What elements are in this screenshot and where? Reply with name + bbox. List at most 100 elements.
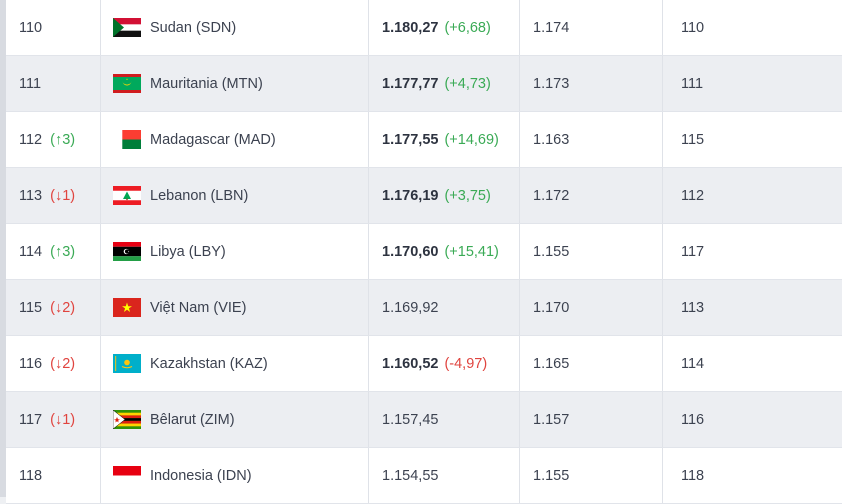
previous-points: 1.155 bbox=[533, 243, 570, 260]
points-delta: (+4,73) bbox=[444, 75, 491, 92]
left-edge bbox=[0, 0, 6, 497]
team-name[interactable]: Kazakhstan (KAZ) bbox=[150, 355, 268, 372]
team-cell[interactable]: Kazakhstan (KAZ) bbox=[101, 336, 368, 391]
previous-rank: 115 bbox=[681, 131, 705, 148]
team-name[interactable]: Indonesia (IDN) bbox=[150, 467, 252, 484]
previous-points: 1.157 bbox=[533, 411, 570, 428]
previous-rank: 118 bbox=[681, 467, 705, 484]
rank-change: (↓1) bbox=[50, 187, 76, 204]
table-row[interactable]: 114 (↑3) Libya (LBY) 1.170,60 (+15,41) 1.1… bbox=[6, 224, 842, 280]
column-divider bbox=[519, 0, 520, 55]
previous-rank: 113 bbox=[681, 299, 705, 316]
previous-rank: 116 bbox=[681, 411, 705, 428]
column-divider bbox=[519, 280, 520, 335]
points-value: 1.160,52 bbox=[382, 355, 439, 372]
column-divider bbox=[519, 112, 520, 167]
rank-cell: 110 bbox=[6, 0, 100, 55]
team-name[interactable]: Lebanon (LBN) bbox=[150, 187, 249, 204]
column-divider bbox=[100, 112, 101, 167]
team-cell[interactable]: Madagascar (MAD) bbox=[101, 112, 368, 167]
table-row[interactable]: 116 (↓2) Kazakhstan (KAZ) 1.160,52 (-4,97)… bbox=[6, 336, 842, 392]
zimbabwe-flag-icon bbox=[113, 410, 150, 429]
table-row[interactable]: 113 (↓1) Lebanon (LBN) 1.176,19 (+3,75) 1.… bbox=[6, 168, 842, 224]
column-divider bbox=[100, 168, 101, 223]
column-divider bbox=[368, 112, 369, 167]
sudan-flag-icon bbox=[113, 18, 150, 37]
column-divider bbox=[662, 224, 663, 279]
table-row[interactable]: 110 Sudan (SDN) 1.180,27 (+6,68) 1.174 11… bbox=[6, 0, 842, 56]
rank-cell: 112 (↑3) bbox=[6, 112, 100, 167]
points-cell: 1.160,52 (-4,97) bbox=[369, 336, 519, 391]
column-divider bbox=[662, 168, 663, 223]
table-row[interactable]: 118 Indonesia (IDN) 1.154,55 1.155 118 bbox=[6, 448, 842, 504]
rank-change: (↓2) bbox=[50, 299, 76, 316]
rank-number: 117 bbox=[19, 411, 43, 428]
previous-points: 1.172 bbox=[533, 187, 570, 204]
previous-points-cell: 1.155 bbox=[520, 224, 662, 279]
previous-rank-cell: 114 bbox=[663, 336, 842, 391]
previous-rank: 110 bbox=[681, 19, 705, 36]
table-row[interactable]: 117 (↓1) Bêlarut (ZIM) 1.157,45 1.157 116 bbox=[6, 392, 842, 448]
team-name[interactable]: Mauritania (MTN) bbox=[150, 75, 263, 92]
column-divider bbox=[519, 448, 520, 503]
previous-rank-cell: 116 bbox=[663, 392, 842, 447]
rank-change: (↑3) bbox=[50, 243, 76, 260]
ranking-table: 110 Sudan (SDN) 1.180,27 (+6,68) 1.174 11… bbox=[6, 0, 842, 504]
team-name[interactable]: Madagascar (MAD) bbox=[150, 131, 276, 148]
mauritania-flag-icon bbox=[113, 74, 150, 93]
team-name[interactable]: Bêlarut (ZIM) bbox=[150, 411, 235, 428]
points-cell: 1.169,92 bbox=[369, 280, 519, 335]
rank-cell: 116 (↓2) bbox=[6, 336, 100, 391]
indonesia-flag-icon bbox=[113, 466, 150, 485]
points-cell: 1.157,45 bbox=[369, 392, 519, 447]
previous-rank: 114 bbox=[681, 355, 705, 372]
team-name[interactable]: Libya (LBY) bbox=[150, 243, 226, 260]
team-cell[interactable]: Sudan (SDN) bbox=[101, 0, 368, 55]
previous-rank-cell: 115 bbox=[663, 112, 842, 167]
vietnam-flag-icon bbox=[113, 298, 150, 317]
team-cell[interactable]: Lebanon (LBN) bbox=[101, 168, 368, 223]
previous-points-cell: 1.157 bbox=[520, 392, 662, 447]
rank-number: 114 bbox=[19, 243, 43, 260]
previous-points-cell: 1.155 bbox=[520, 448, 662, 503]
team-cell[interactable]: Việt Nam (VIE) bbox=[101, 280, 368, 335]
rank-cell: 118 bbox=[6, 448, 100, 503]
team-name[interactable]: Việt Nam (VIE) bbox=[150, 299, 247, 316]
previous-rank-cell: 113 bbox=[663, 280, 842, 335]
column-divider bbox=[519, 224, 520, 279]
column-divider bbox=[368, 280, 369, 335]
team-name[interactable]: Sudan (SDN) bbox=[150, 19, 237, 36]
madagascar-flag-icon bbox=[113, 130, 150, 149]
kazakhstan-flag-icon bbox=[113, 354, 150, 373]
points-cell: 1.154,55 bbox=[369, 448, 519, 503]
previous-rank-cell: 117 bbox=[663, 224, 842, 279]
rank-number: 111 bbox=[19, 75, 42, 92]
points-delta: (+6,68) bbox=[444, 19, 491, 36]
libya-flag-icon bbox=[113, 242, 150, 261]
column-divider bbox=[100, 280, 101, 335]
column-divider bbox=[368, 168, 369, 223]
team-cell[interactable]: Libya (LBY) bbox=[101, 224, 368, 279]
points-value: 1.180,27 bbox=[382, 19, 439, 36]
column-divider bbox=[662, 336, 663, 391]
column-divider bbox=[368, 56, 369, 111]
points-value: 1.176,19 bbox=[382, 187, 439, 204]
points-delta: (+15,41) bbox=[444, 243, 499, 260]
team-cell[interactable]: Bêlarut (ZIM) bbox=[101, 392, 368, 447]
rank-number: 112 bbox=[19, 131, 43, 148]
table-row[interactable]: 115 (↓2) Việt Nam (VIE) 1.169,92 1.170 11… bbox=[6, 280, 842, 336]
column-divider bbox=[662, 392, 663, 447]
column-divider bbox=[100, 224, 101, 279]
column-divider bbox=[662, 112, 663, 167]
column-divider bbox=[100, 56, 101, 111]
previous-points-cell: 1.172 bbox=[520, 168, 662, 223]
table-row[interactable]: 111 Mauritania (MTN) 1.177,77 (+4,73) 1.1… bbox=[6, 56, 842, 112]
column-divider bbox=[519, 392, 520, 447]
table-row[interactable]: 112 (↑3) Madagascar (MAD) 1.177,55 (+14,69… bbox=[6, 112, 842, 168]
team-cell[interactable]: Mauritania (MTN) bbox=[101, 56, 368, 111]
rank-cell: 114 (↑3) bbox=[6, 224, 100, 279]
points-cell: 1.180,27 (+6,68) bbox=[369, 0, 519, 55]
previous-points-cell: 1.170 bbox=[520, 280, 662, 335]
team-cell[interactable]: Indonesia (IDN) bbox=[101, 448, 368, 503]
rank-number: 113 bbox=[19, 187, 43, 204]
